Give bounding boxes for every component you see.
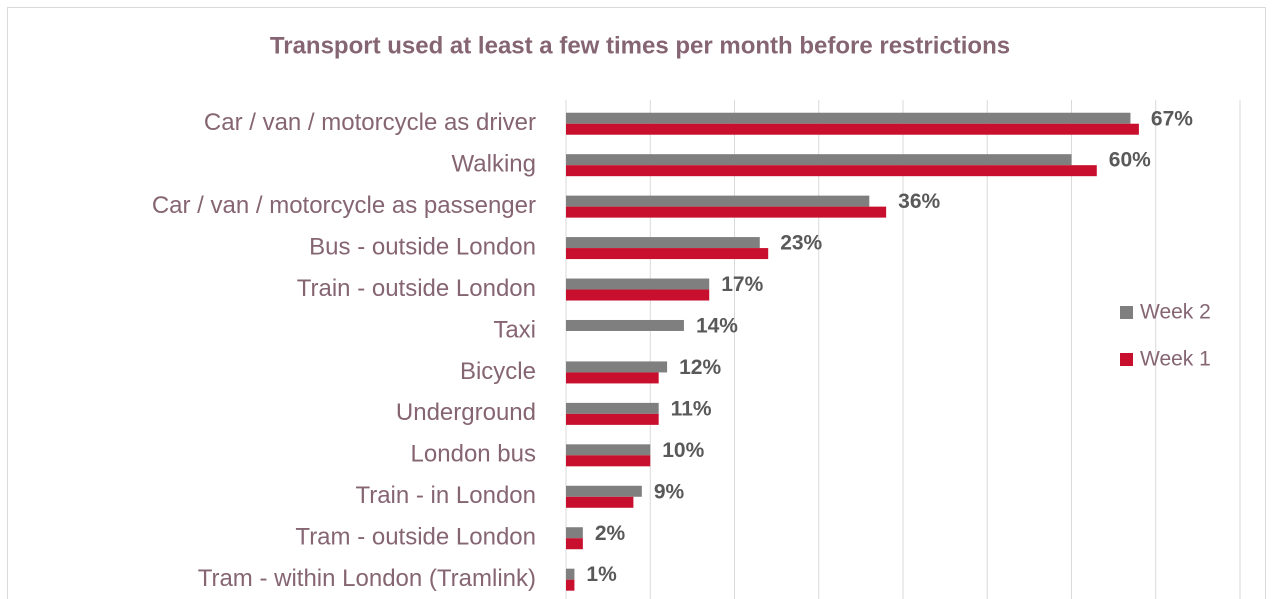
bar [566,444,651,456]
bar [566,538,583,550]
bar [566,289,710,301]
bar [566,248,769,260]
bar [566,154,1072,166]
data-label: 2% [595,522,626,545]
y-tick-label: Bicycle [460,358,536,385]
bar [566,568,575,580]
y-tick-label: Walking [452,151,536,178]
data-label: 23% [780,232,822,255]
bar [566,361,668,373]
bar [566,579,575,591]
data-label: 17% [721,273,763,296]
legend-label: Week 1 [1140,348,1211,371]
y-tick-label: Train - in London [355,482,536,509]
chart-border [7,7,1266,599]
data-label: 11% [671,397,712,420]
y-tick-label: Tram - within London (Tramlink) [198,565,536,592]
data-label: 1% [586,563,617,586]
y-tick-label: Train - outside London [297,275,536,302]
bar [566,402,659,414]
data-label: 67% [1151,107,1193,130]
legend-swatch [1120,306,1133,319]
data-label: 36% [898,190,940,213]
data-label: 60% [1109,149,1151,172]
bar [566,206,887,218]
bar [566,319,684,331]
y-tick-label: Tram - outside London [295,524,536,551]
bar [566,527,583,539]
bar [566,485,642,497]
data-label: 10% [662,439,704,462]
chart-title: Transport used at least a few times per … [270,32,1010,59]
bar [566,112,1131,124]
y-tick-label: Bus - outside London [309,233,536,260]
bar [566,123,1139,135]
y-tick-label: Car / van / motorcycle as driver [204,109,536,136]
bar [566,413,659,425]
bar [566,237,760,249]
bar [566,195,870,207]
y-tick-label: Car / van / motorcycle as passenger [152,192,536,219]
data-label: 12% [679,356,721,379]
y-tick-label: Taxi [493,316,536,343]
bar [566,455,651,467]
bar [566,278,710,290]
data-label: 9% [654,480,685,503]
data-label: 14% [696,315,738,338]
bar [566,165,1097,177]
y-tick-label: Underground [396,399,536,426]
bar [566,496,634,508]
y-tick-label: London bus [411,441,536,468]
legend-label: Week 2 [1140,301,1211,324]
legend-swatch [1120,353,1133,366]
bar [566,372,659,384]
